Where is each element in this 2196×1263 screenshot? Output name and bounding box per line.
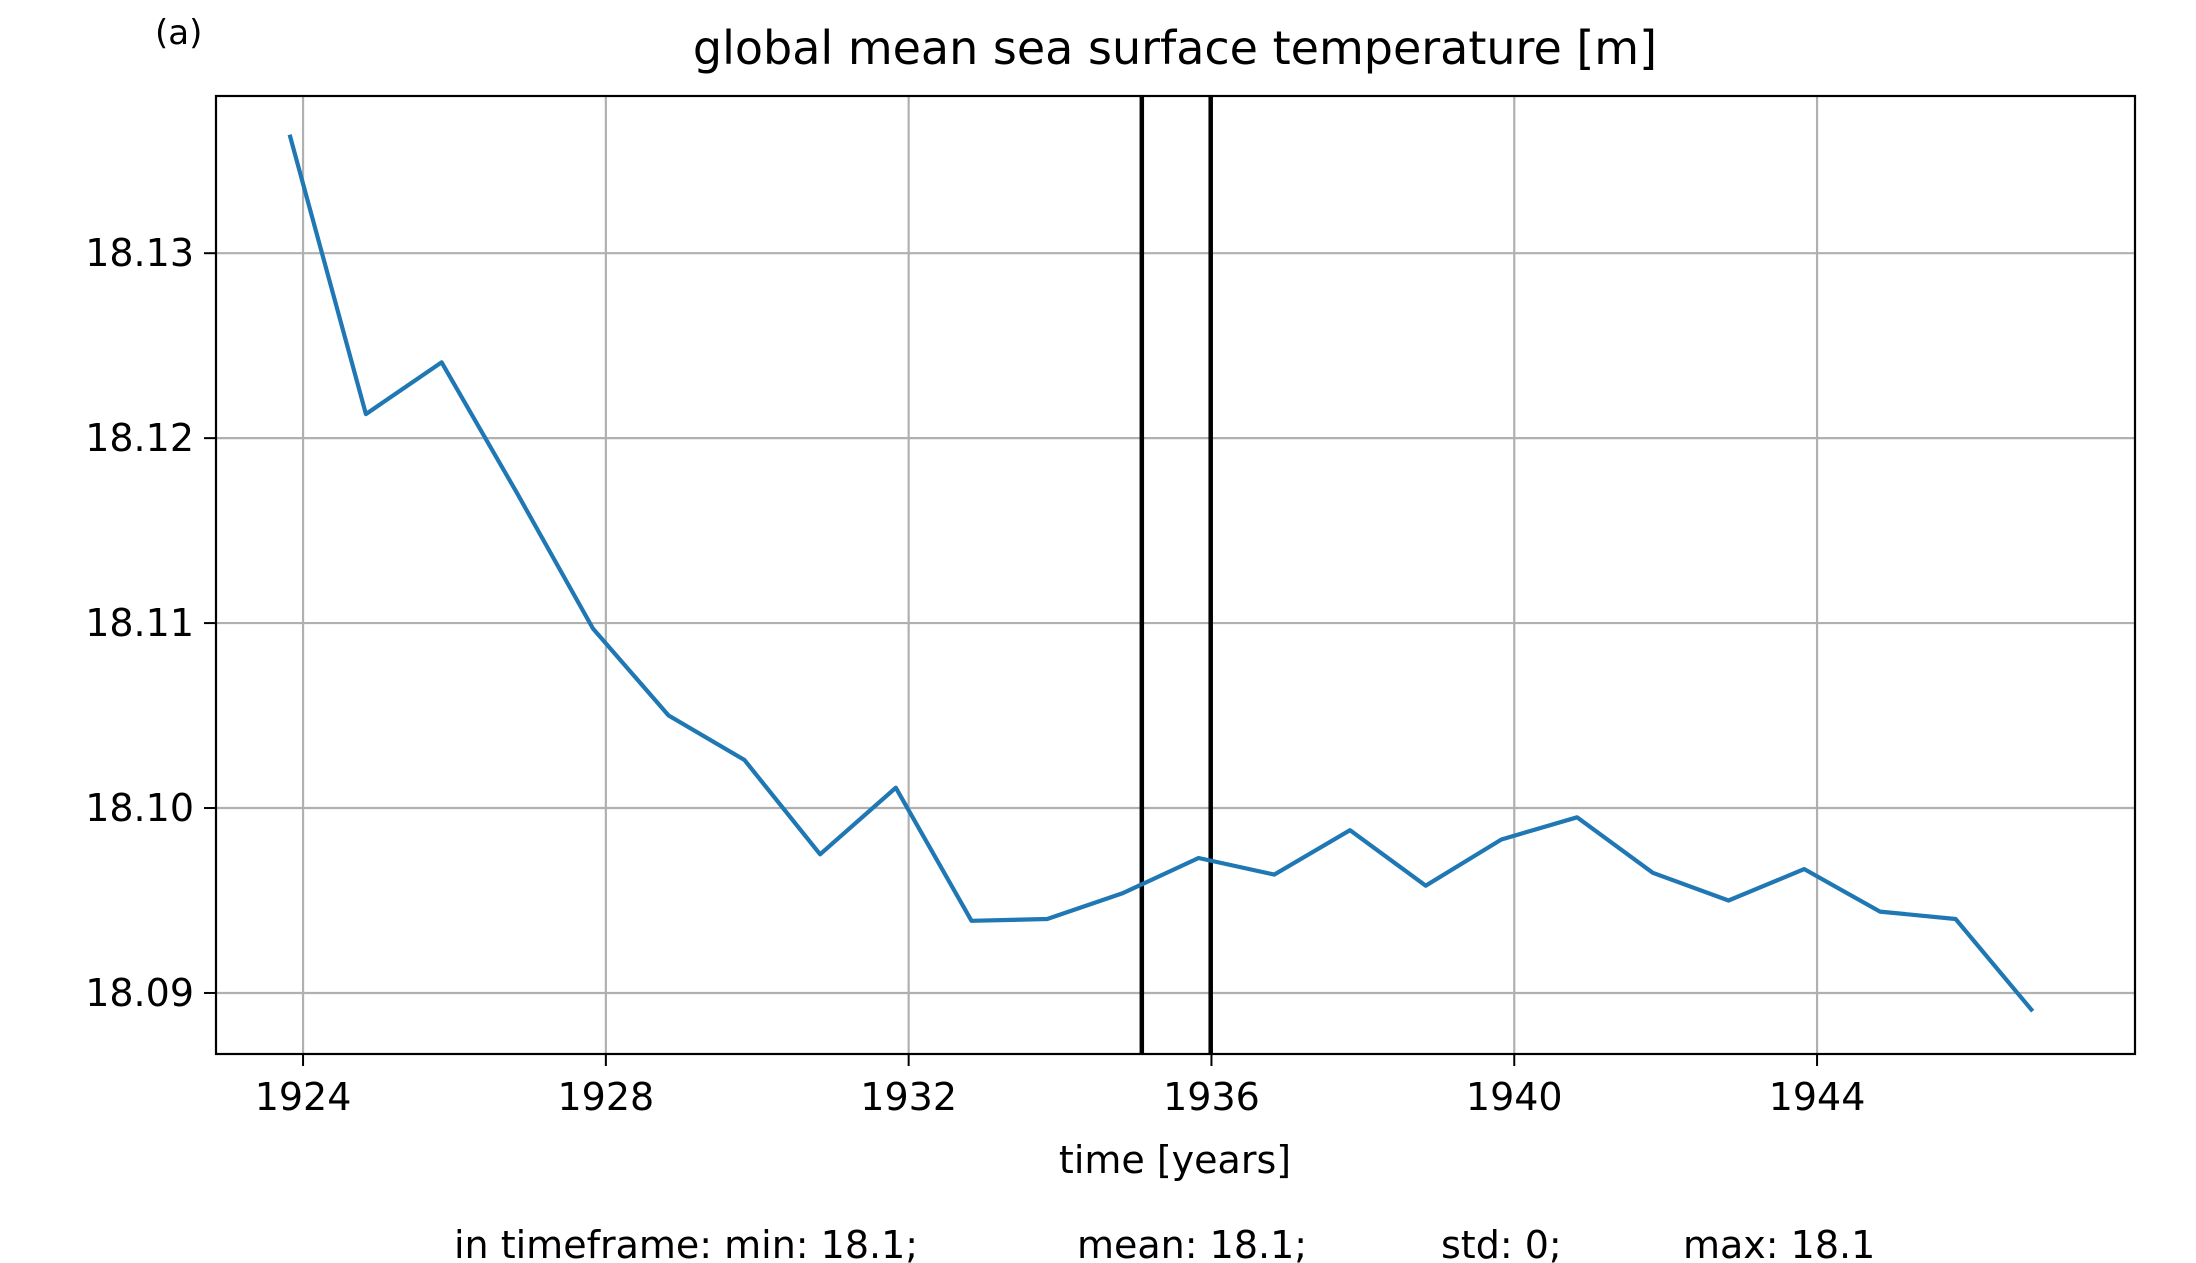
series-line [287, 134, 2035, 1013]
y-tick-label: 18.09 [85, 971, 194, 1015]
marker-lines [1139, 96, 1213, 1054]
x-axis-ticks: 1924 1928 1932 1936 1940 1944 [255, 1054, 1866, 1119]
grid-lines [216, 96, 2135, 1054]
panel-label: (a) [155, 13, 202, 53]
x-axis-label: time [years] [1059, 1138, 1291, 1182]
x-tick-label: 1936 [1163, 1075, 1260, 1119]
plot-frame [214, 94, 2137, 1056]
x-tick-label: 1928 [557, 1075, 654, 1119]
y-tick-label: 18.12 [85, 416, 194, 460]
x-tick-label: 1944 [1769, 1075, 1866, 1119]
y-tick-label: 18.11 [85, 601, 194, 645]
series-layer [287, 134, 2035, 1013]
x-tick-label: 1940 [1466, 1075, 1563, 1119]
y-tick-label: 18.13 [85, 231, 194, 275]
stats-min: in timeframe: min: 18.1; [454, 1223, 918, 1263]
x-tick-label: 1924 [255, 1075, 352, 1119]
y-tick-label: 18.10 [85, 786, 194, 830]
chart-title: global mean sea surface temperature [m] [693, 21, 1657, 75]
stats-std: std: 0; [1441, 1223, 1562, 1263]
x-tick-label: 1932 [860, 1075, 957, 1119]
stats-max: max: 18.1 [1683, 1223, 1875, 1263]
y-axis-ticks: 18.09 18.10 18.11 18.12 18.13 [85, 231, 216, 1015]
stats-mean: mean: 18.1; [1077, 1223, 1307, 1263]
